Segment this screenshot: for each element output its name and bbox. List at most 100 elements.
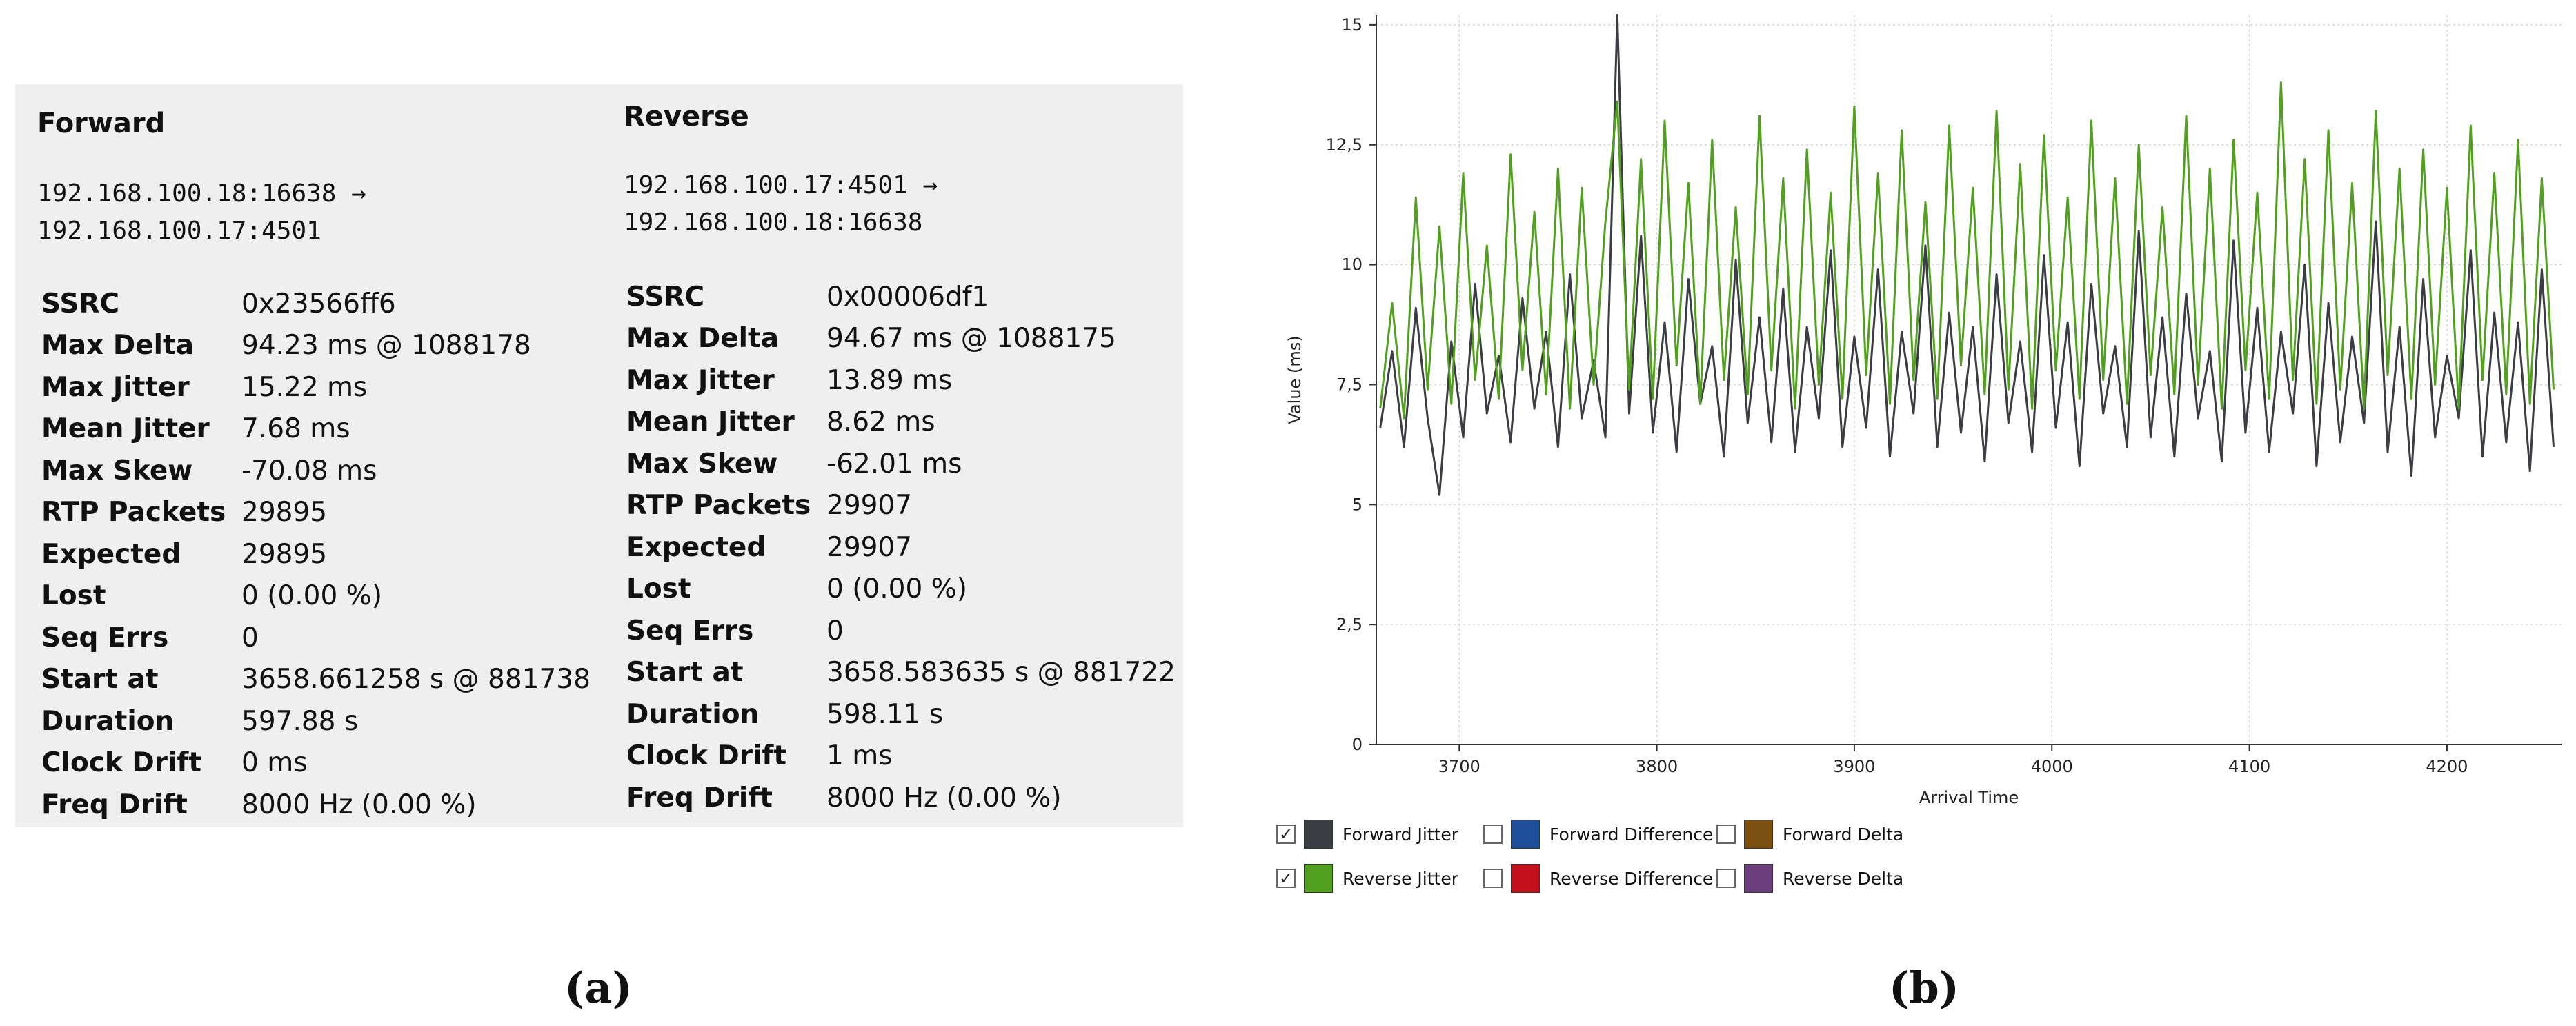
stat-value: -70.08 ms: [241, 455, 377, 486]
legend-label: Reverse Difference: [1549, 868, 1714, 889]
stat-label: Max Skew: [41, 455, 193, 486]
stat-label: Expected: [41, 538, 181, 570]
jitter-graph[interactable]: 3700 3800 3900 4000 4100 4200 0 2,5 5 7,5 10 12,5 15…: [1256, 0, 2576, 890]
legend-label: Reverse Jitter: [1343, 868, 1459, 889]
reverse-stat-row: RTP Packets 29907: [626, 485, 1176, 527]
legend-color-swatch: [1744, 820, 1773, 849]
checkbox-unchecked-icon[interactable]: [1716, 869, 1736, 888]
stat-value: 8000 Hz (0.00 %): [826, 782, 1062, 813]
legend-item[interactable]: ✓ Forward Jitter: [1276, 820, 1458, 849]
stat-label: Freq Drift: [41, 789, 188, 820]
stat-label: Max Skew: [626, 448, 778, 480]
stat-value: 598.11 s: [826, 698, 944, 730]
forward-stat-row: SSRC 0x23566ff6: [41, 283, 591, 325]
x-tick-label: 4000: [2031, 757, 2073, 776]
stat-value: 7.68 ms: [241, 413, 350, 445]
legend-item[interactable]: Forward Difference: [1483, 820, 1713, 849]
legend-color-swatch: [1511, 820, 1540, 849]
legend-label: Reverse Delta: [1783, 868, 1904, 889]
reverse-stat-row: Seq Errs 0: [626, 610, 1176, 652]
y-tick-label: 10: [1341, 255, 1363, 275]
reverse-stat-row: Start at 3658.583635 s @ 881722: [626, 652, 1176, 694]
stat-label: RTP Packets: [626, 490, 811, 522]
stat-label: Max Jitter: [626, 364, 775, 396]
legend-color-swatch: [1744, 864, 1773, 893]
x-tick-label: 4100: [2228, 757, 2270, 776]
checkbox-unchecked-icon[interactable]: [1483, 825, 1503, 844]
x-tick-label: 3900: [1833, 757, 1875, 776]
y-tick-label: 5: [1352, 495, 1363, 514]
stat-label: Clock Drift: [626, 740, 787, 772]
x-axis-title: Arrival Time: [1919, 788, 2019, 807]
stat-value: 3658.661258 s @ 881738: [241, 664, 591, 695]
checkbox-checked-icon[interactable]: ✓: [1276, 825, 1296, 844]
stat-value: 94.67 ms @ 1088175: [826, 323, 1116, 355]
stat-value: 29895: [241, 497, 328, 529]
stat-label: Duration: [41, 705, 175, 737]
checkbox-unchecked-icon[interactable]: [1483, 869, 1503, 888]
stat-label: Seq Errs: [41, 622, 169, 653]
checkbox-checked-icon[interactable]: ✓: [1276, 869, 1296, 888]
stat-label: Seq Errs: [626, 615, 754, 647]
forward-stat-rows: SSRC 0x23566ff6 Max Delta 94.23 ms @ 108817…: [41, 283, 591, 826]
reverse-stat-row: Max Jitter 13.89 ms: [626, 359, 1176, 402]
stat-label: SSRC: [41, 288, 120, 319]
forward-stat-row: Duration 597.88 s: [41, 700, 591, 742]
stat-label: Lost: [41, 580, 106, 612]
stat-value: 29907: [826, 490, 913, 522]
series-line-reverse-jitter: [1379, 81, 2555, 420]
series-line-forward-jitter: [1379, 14, 2555, 496]
reverse-stat-rows: SSRC 0x00006df1 Max Delta 94.67 ms @ 108817…: [626, 276, 1176, 819]
forward-stat-row: Freq Drift 8000 Hz (0.00 %): [41, 784, 591, 826]
jitter-chart-svg[interactable]: 3700 3800 3900 4000 4100 4200 0 2,5 5 7,5 10 12,5 15…: [1256, 0, 2576, 890]
caption-b-text: (b): [1889, 963, 1960, 1013]
x-tick-label: 3800: [1636, 757, 1678, 776]
legend-item[interactable]: ✓ Reverse Jitter: [1276, 864, 1458, 893]
legend-color-swatch: [1304, 820, 1333, 849]
reverse-flow-line2: 192.168.100.18:16638: [624, 208, 923, 237]
forward-stat-row: RTP Packets 29895: [41, 492, 591, 534]
stat-value: 597.88 s: [241, 705, 359, 737]
y-tick-label: 0: [1352, 735, 1363, 754]
rtp-stats-panel: Forward 192.168.100.18:16638 → 192.168.1…: [15, 84, 1183, 827]
forward-stat-row: Max Jitter 15.22 ms: [41, 366, 591, 408]
y-tick-label: 2,5: [1336, 615, 1363, 634]
x-tick-label: 3700: [1438, 757, 1480, 776]
legend-label: Forward Jitter: [1343, 824, 1459, 845]
stat-value: 3658.583635 s @ 881722: [826, 657, 1176, 689]
forward-stats: Forward 192.168.100.18:16638 → 192.168.1…: [15, 84, 600, 827]
stat-value: 8.62 ms: [826, 406, 935, 438]
stat-value: 0: [241, 622, 259, 653]
forward-flow-line2: 192.168.100.17:4501: [37, 217, 321, 245]
caption-a-text: (a): [564, 963, 633, 1013]
stat-label: Start at: [41, 664, 159, 695]
stat-value: 0 (0.00 %): [241, 580, 382, 612]
caption-a: (a): [564, 963, 633, 1013]
stat-value: -62.01 ms: [826, 448, 962, 480]
forward-stat-row: Clock Drift 0 ms: [41, 742, 591, 785]
legend-item[interactable]: Forward Delta: [1716, 820, 1903, 849]
stat-label: Max Jitter: [41, 371, 190, 403]
stat-value: 15.22 ms: [241, 371, 368, 403]
reverse-title: Reverse: [624, 101, 749, 132]
stat-value: 1 ms: [826, 740, 893, 772]
forward-stat-row: Mean Jitter 7.68 ms: [41, 408, 591, 451]
reverse-stat-row: Max Delta 94.67 ms @ 1088175: [626, 318, 1176, 360]
forward-stat-row: Lost 0 (0.00 %): [41, 575, 591, 618]
stat-value: 0 (0.00 %): [826, 573, 967, 605]
legend-label: Forward Delta: [1783, 824, 1904, 845]
stat-label: Expected: [626, 531, 766, 563]
caption-b: (b): [1889, 963, 1959, 1013]
legend-item[interactable]: Reverse Delta: [1716, 864, 1903, 893]
stat-value: 13.89 ms: [826, 364, 953, 396]
reverse-stat-row: SSRC 0x00006df1: [626, 276, 1176, 318]
stat-label: SSRC: [626, 281, 705, 313]
checkbox-unchecked-icon[interactable]: [1716, 825, 1736, 844]
forward-stat-row: Seq Errs 0: [41, 617, 591, 659]
reverse-stat-row: Clock Drift 1 ms: [626, 736, 1176, 778]
legend-item[interactable]: Reverse Difference: [1483, 864, 1713, 893]
stat-value: 29907: [826, 531, 913, 563]
stat-label: Mean Jitter: [626, 406, 795, 438]
forward-flow: 192.168.100.18:16638 → 192.168.100.17:45…: [37, 175, 366, 250]
stat-value: 0x23566ff6: [241, 288, 396, 319]
